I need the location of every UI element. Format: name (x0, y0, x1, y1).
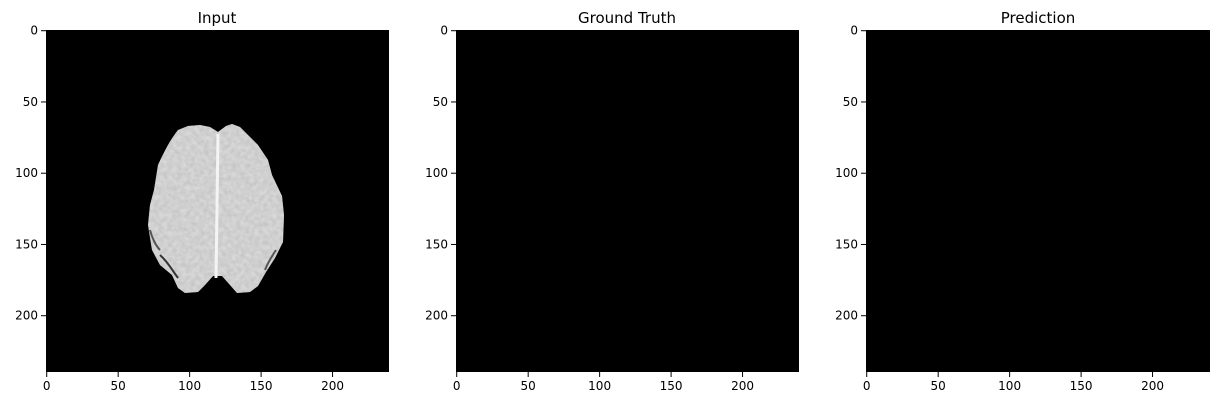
y-tick-label: 50 (433, 95, 448, 109)
y-tick-label: 150 (835, 237, 858, 251)
panel-ground-truth: Ground Truth 0 50 100 150 200 0 50 100 150 200 (425, 9, 799, 393)
y-tick-label: 200 (15, 309, 38, 323)
panel-title: Ground Truth (578, 9, 676, 27)
x-tick-label: 100 (588, 379, 611, 393)
y-tick-label: 0 (850, 24, 858, 38)
x-tick-label: 150 (1070, 379, 1093, 393)
x-axis: 0 50 100 150 200 (43, 372, 344, 393)
y-axis: 0 50 100 150 200 (835, 24, 866, 323)
x-tick-label: 150 (660, 379, 683, 393)
brain-edge-detail (149, 229, 161, 251)
x-tick-label: 50 (931, 379, 946, 393)
x-tick-label: 100 (178, 379, 201, 393)
x-tick-label: 50 (521, 379, 536, 393)
x-tick-label: 150 (250, 379, 273, 393)
y-tick-label: 100 (425, 166, 448, 180)
image-area (456, 30, 799, 372)
panel-input: Input 0 50 100 150 200 0 50 100 150 200 (15, 9, 389, 393)
y-tick-label: 150 (15, 237, 38, 251)
y-tick-label: 100 (835, 166, 858, 180)
x-tick-label: 200 (321, 379, 344, 393)
image-area (866, 30, 1210, 372)
brain-edge-detail (159, 254, 179, 279)
y-tick-label: 150 (425, 237, 448, 251)
x-tick-label: 0 (453, 379, 461, 393)
x-tick-label: 0 (43, 379, 51, 393)
x-tick-label: 0 (863, 379, 871, 393)
y-tick-label: 200 (835, 309, 858, 323)
y-tick-label: 0 (30, 24, 38, 38)
y-axis: 0 50 100 150 200 (425, 24, 456, 323)
x-axis: 0 50 100 150 200 (863, 372, 1164, 393)
x-tick-label: 200 (1141, 379, 1164, 393)
x-axis: 0 50 100 150 200 (453, 372, 754, 393)
x-tick-label: 50 (111, 379, 126, 393)
midline (214, 133, 220, 279)
brain-edge-detail (264, 249, 277, 271)
y-tick-label: 100 (15, 166, 38, 180)
y-tick-label: 50 (23, 95, 38, 109)
y-tick-label: 0 (440, 24, 448, 38)
panel-prediction: Prediction 0 50 100 150 200 0 50 100 150 200 (835, 9, 1210, 393)
y-tick-label: 200 (425, 309, 448, 323)
panel-title: Prediction (1001, 9, 1076, 27)
y-axis: 0 50 100 150 200 (15, 24, 46, 323)
x-tick-label: 200 (731, 379, 754, 393)
panel-title: Input (198, 9, 237, 27)
y-tick-label: 50 (843, 95, 858, 109)
x-tick-label: 100 (998, 379, 1021, 393)
